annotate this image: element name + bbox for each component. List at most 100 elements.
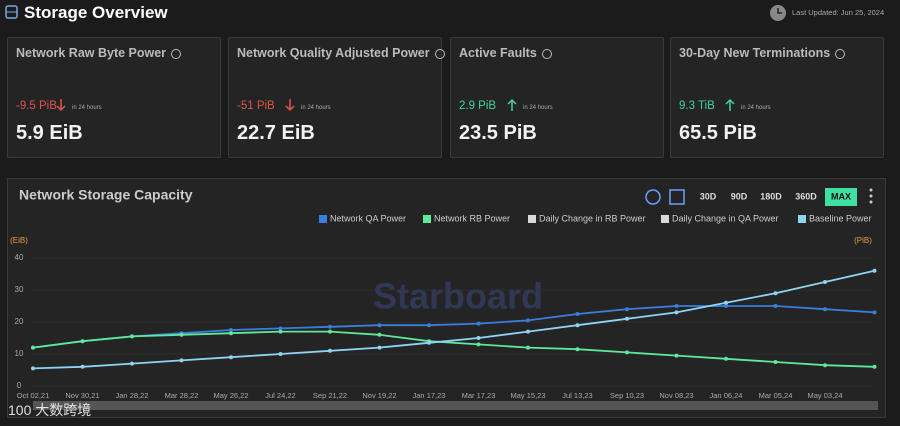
x-tick-label: Nov 08,23	[659, 391, 693, 400]
data-point	[823, 307, 827, 312]
range-button[interactable]: 180D	[760, 191, 782, 201]
card-value: 22.7 EiB	[237, 122, 315, 144]
range-button-bg[interactable]	[825, 188, 857, 206]
range-button[interactable]: 360D	[795, 191, 817, 201]
series-line	[32, 269, 875, 370]
x-tick-label: Sep 21,22	[313, 391, 347, 400]
card-change: 2.9 PiB	[459, 100, 497, 112]
info-icon[interactable]	[835, 48, 846, 59]
legend-label[interactable]: Network QA Power	[330, 213, 406, 223]
x-tick-label: Jul 13,23	[562, 391, 592, 400]
x-tick-label: Mar 28,22	[165, 391, 199, 400]
menu-icon[interactable]	[869, 200, 873, 204]
data-point	[674, 310, 679, 315]
data-point	[377, 323, 382, 328]
legend-label[interactable]: Daily Change in QA Power	[672, 213, 779, 223]
data-point	[773, 291, 778, 296]
x-tick-label: Nov 19,22	[362, 391, 396, 400]
range-button[interactable]: 30D	[700, 191, 717, 201]
data-point	[179, 358, 184, 363]
data-point	[328, 348, 332, 353]
range-button[interactable]: 90D	[731, 191, 748, 201]
data-point	[278, 352, 283, 356]
stat-card: Network Quality Adjusted Power -51 PiB i…	[228, 37, 445, 158]
stat-card: 30-Day New Terminations 9.3 TiB in 24 ho…	[670, 37, 884, 158]
x-tick-label: Mar 17,23	[462, 391, 496, 400]
data-point	[872, 268, 877, 273]
x-tick-label: Jan 28,22	[116, 391, 149, 400]
menu-icon[interactable]	[869, 194, 873, 198]
data-point	[526, 329, 530, 334]
data-point	[724, 300, 728, 305]
data-point	[377, 332, 382, 337]
data-point	[179, 332, 184, 337]
legend-swatch	[319, 215, 327, 223]
x-tick-label: Jul 24,22	[265, 391, 295, 400]
y-tick-label: 40	[15, 253, 24, 262]
scrollbar[interactable]	[33, 401, 878, 410]
legend-label[interactable]: Daily Change in RB Power	[539, 213, 646, 223]
y-axis-unit: (EiB)	[10, 236, 28, 245]
card-change: -9.5 PiB	[16, 100, 57, 112]
y-tick-label: 10	[15, 349, 24, 358]
data-point	[328, 329, 332, 334]
chart-panel: Network Storage Capacity (EiB) (PiB) Sta…	[7, 178, 886, 418]
data-point	[625, 307, 629, 312]
card-title: Network Quality Adjusted Power	[237, 46, 445, 60]
series-line	[32, 330, 875, 368]
card-value: 23.5 PiB	[459, 122, 537, 144]
info-icon[interactable]	[434, 48, 445, 59]
data-point	[278, 329, 283, 334]
data-point	[674, 353, 679, 358]
series-line	[32, 305, 875, 349]
data-point	[625, 350, 629, 355]
last-updated: Last Updated: Jun 25, 2024	[792, 8, 885, 17]
card-title: Active Faults	[459, 46, 552, 60]
data-point	[229, 355, 233, 360]
card-value: 5.9 EiB	[16, 122, 83, 144]
data-point	[229, 331, 233, 336]
legend-label[interactable]: Baseline Power	[809, 213, 872, 223]
card-change: -51 PiB	[237, 100, 275, 112]
stat-card: Active Faults 2.9 PiB in 24 hours 23.5 P…	[450, 37, 664, 158]
data-point	[575, 347, 580, 352]
card-note: in 24 hours	[72, 105, 102, 111]
data-point	[526, 318, 530, 323]
x-tick-label: Mar 05,24	[759, 391, 793, 400]
trend-arrow	[507, 98, 517, 111]
info-icon[interactable]	[645, 189, 661, 205]
legend-swatch	[528, 215, 536, 223]
range-button[interactable]: MAX	[831, 191, 851, 201]
data-point	[377, 345, 382, 350]
calendar-icon[interactable]	[669, 189, 685, 205]
y-tick-label: 30	[15, 285, 24, 294]
data-point	[773, 304, 778, 308]
data-point	[823, 363, 827, 368]
trend-arrow	[285, 99, 295, 112]
data-point	[130, 334, 134, 339]
legend-swatch	[423, 215, 431, 223]
clock-icon	[770, 5, 786, 21]
data-point	[31, 345, 35, 350]
chart: Network Storage Capacity (EiB) (PiB) Sta…	[10, 187, 878, 410]
trend-arrow	[725, 98, 735, 111]
stat-card: Network Raw Byte Power -9.5 PiB in 24 ho…	[7, 37, 221, 158]
data-point	[476, 321, 481, 326]
x-tick-label: Oct 02,21	[17, 391, 50, 400]
x-tick-label: May 26,22	[213, 391, 248, 400]
legend-label[interactable]: Network RB Power	[434, 213, 510, 223]
data-point	[427, 340, 431, 345]
data-point	[526, 345, 530, 350]
data-point	[724, 304, 728, 308]
data-point	[872, 364, 877, 369]
info-icon[interactable]	[171, 48, 182, 59]
storage-icon	[5, 5, 18, 19]
data-point	[575, 312, 580, 316]
x-tick-label: Sep 10,23	[610, 391, 644, 400]
x-tick-label: May 15,23	[510, 391, 545, 400]
info-icon[interactable]	[541, 48, 552, 59]
data-point	[427, 323, 431, 328]
menu-icon[interactable]	[869, 188, 873, 192]
x-tick-label: Nov 30,21	[65, 391, 99, 400]
data-point	[773, 360, 778, 364]
